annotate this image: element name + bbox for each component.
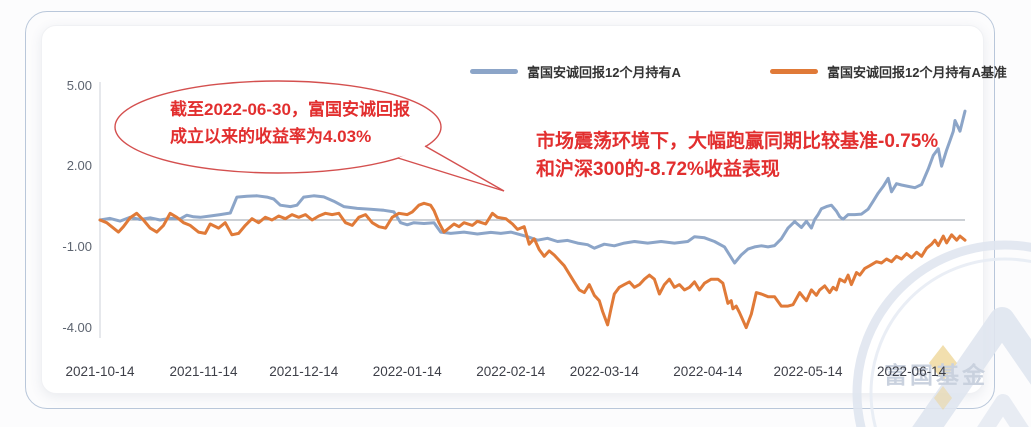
panel-border (25, 11, 995, 409)
legend-label-fund: 富国安诚回报12个月持有A (527, 65, 681, 80)
highlight-note: 市场震荡环境下，大幅跑赢同期比较基准-0.75% 和沪深300的-8.72%收益… (536, 128, 938, 184)
legend-label-benchmark: 富国安诚回报12个月持有A基准 (827, 65, 1007, 80)
callout-bubble-text: 截至2022-06-30，富国安诚回报 成立以来的收益率为4.03% (170, 96, 410, 150)
benchmark-line-swatch (770, 69, 818, 74)
note-line-2: 和沪深300的-8.72%收益表现 (536, 159, 780, 180)
note-line-1: 市场震荡环境下，大幅跑赢同期比较基准-0.75% (536, 131, 939, 152)
legend-item-benchmark: 富国安诚回报12个月持有A基准 (770, 62, 1007, 81)
watermark-text: 富国基金 (884, 362, 988, 388)
bubble-line-1: 截至2022-06-30，富国安诚回报 (170, 100, 410, 119)
fund-line-swatch (470, 69, 518, 74)
legend-item-fund: 富国安诚回报12个月持有A (470, 62, 681, 81)
bubble-line-2: 成立以来的收益率为4.03% (170, 127, 372, 146)
